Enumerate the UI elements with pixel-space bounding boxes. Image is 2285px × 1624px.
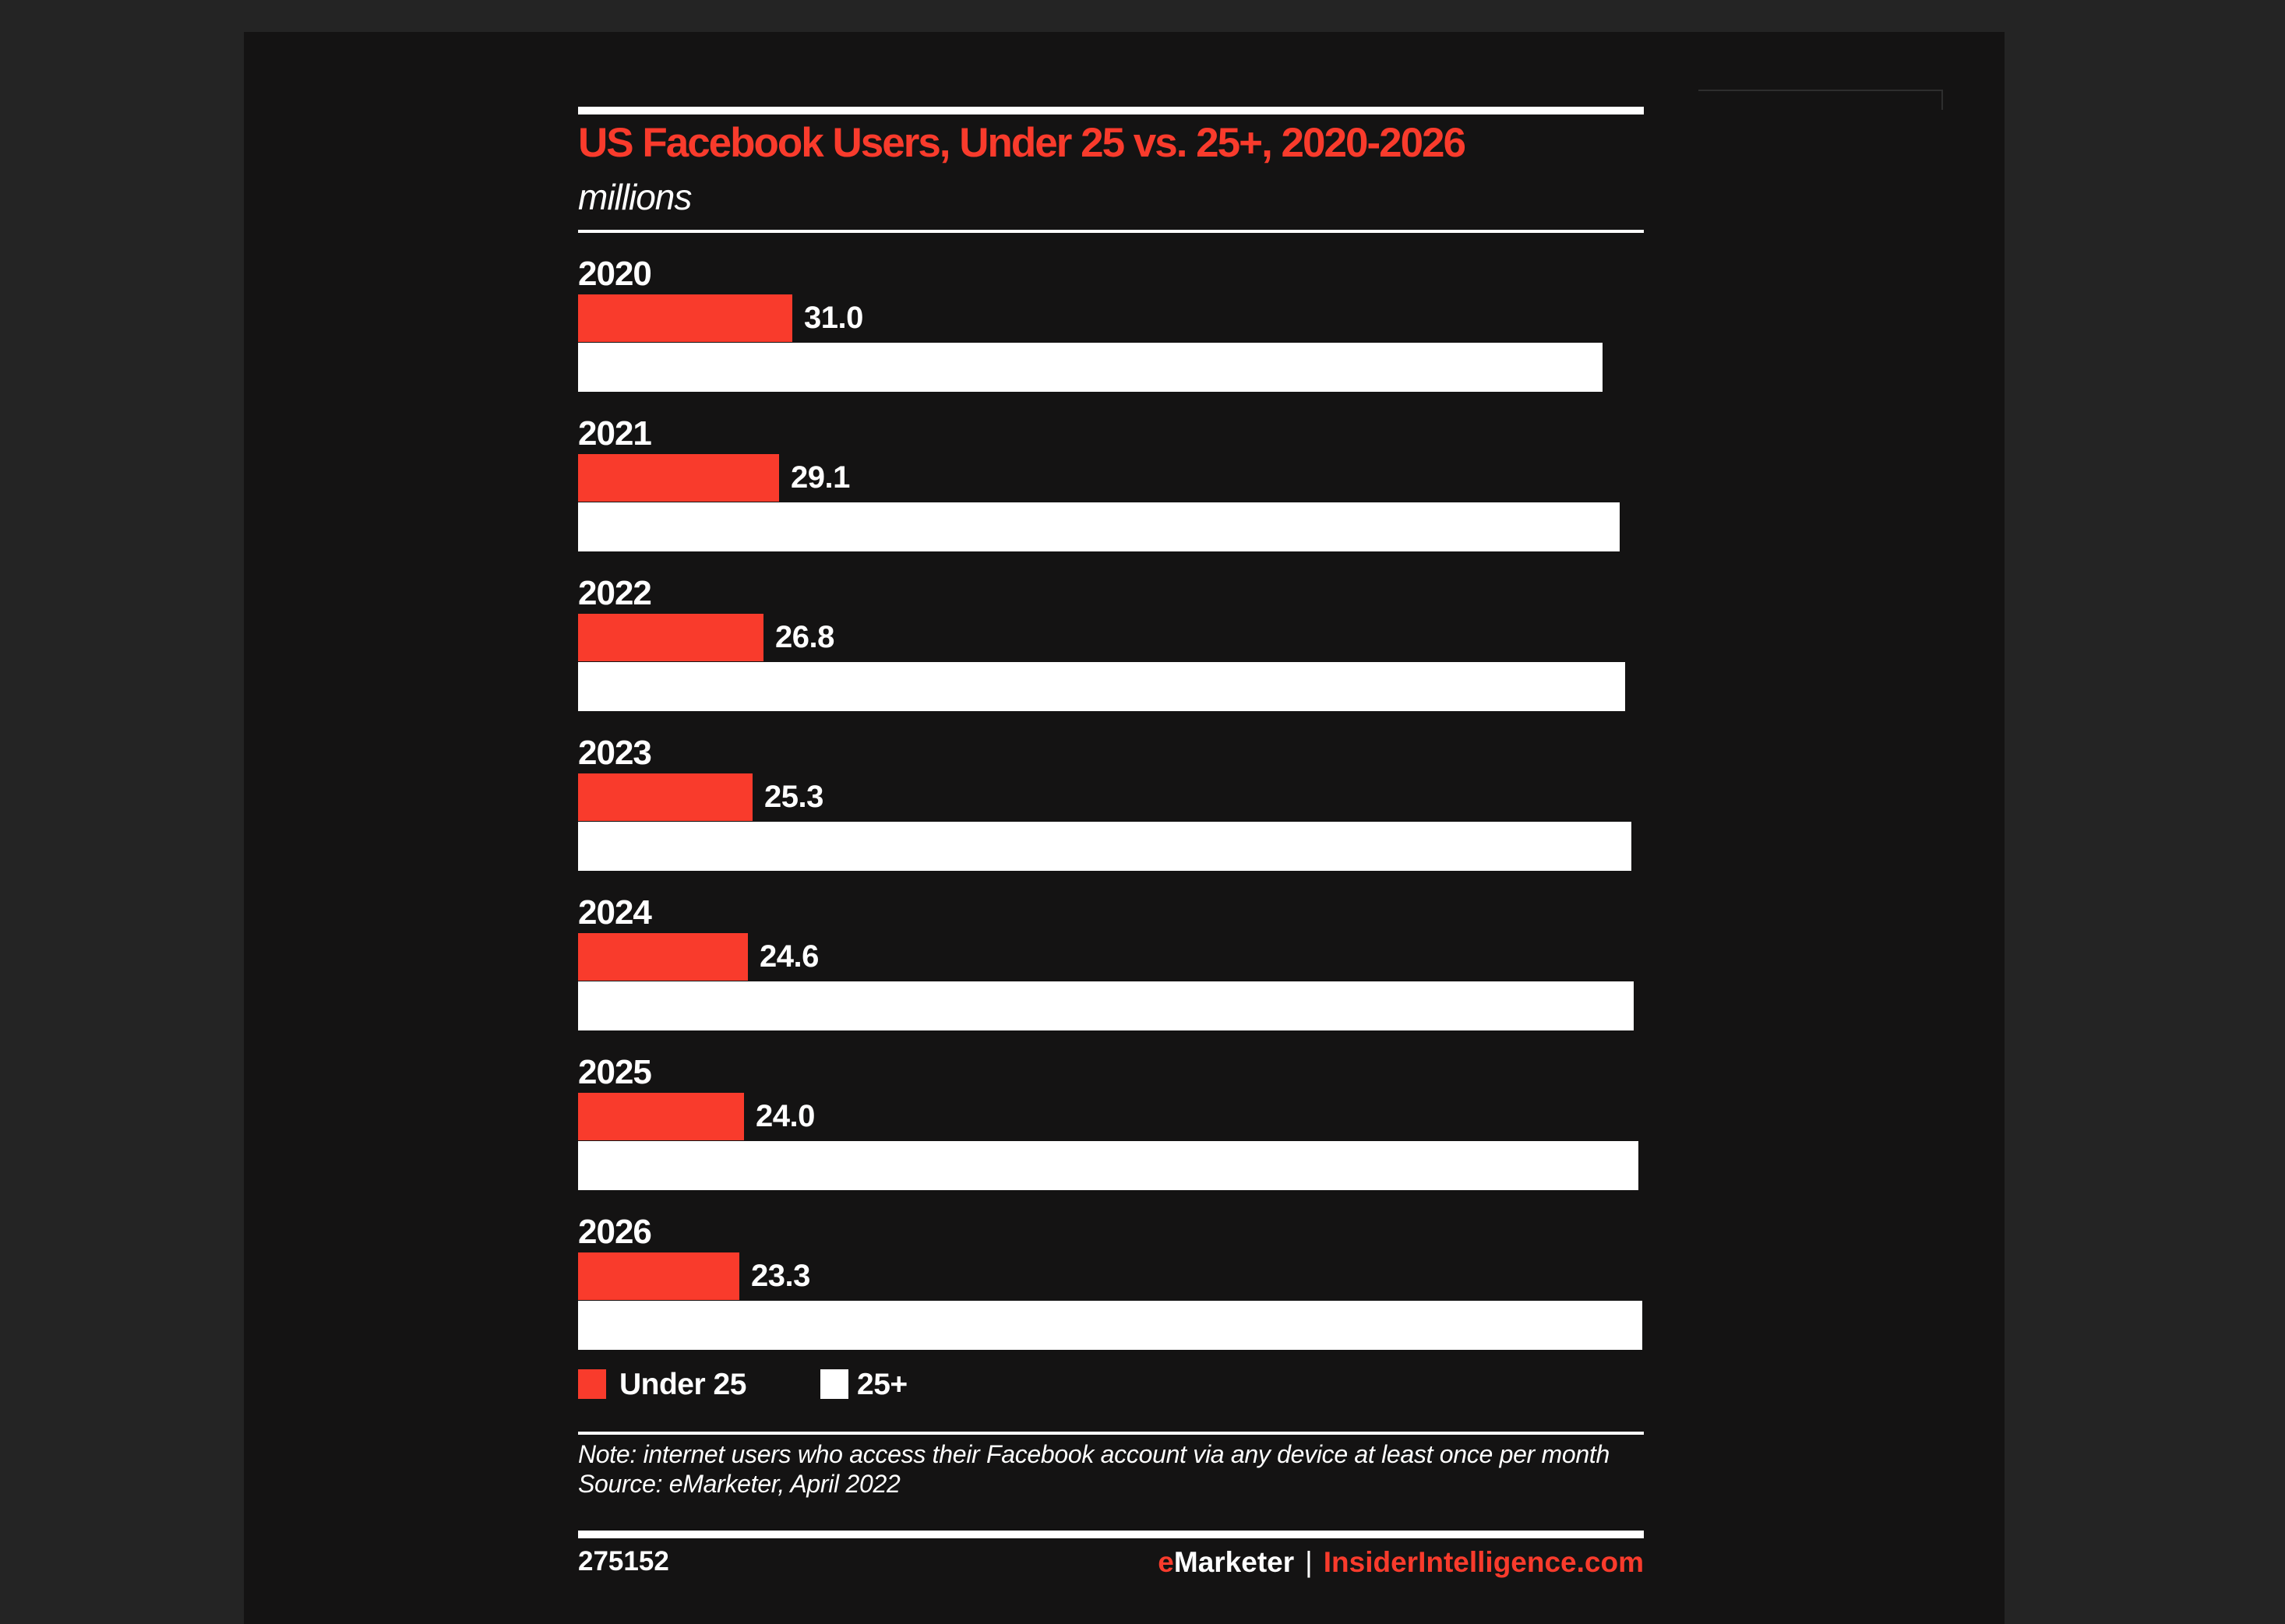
chart-notes: Note: internet users who access their Fa…	[578, 1439, 1644, 1499]
corner-outline-decoration	[1698, 90, 1943, 110]
brand-site-link[interactable]: InsiderIntelligence.com	[1323, 1546, 1644, 1578]
chart-id: 275152	[578, 1546, 669, 1576]
bar-under-25	[578, 933, 748, 981]
top-rule	[578, 107, 1644, 114]
chart-row-2022: 2022 26.8	[578, 576, 1644, 716]
year-label: 2022	[578, 574, 652, 612]
bar-25-plus	[578, 822, 1631, 871]
year-label: 2026	[578, 1213, 652, 1251]
bar-25-plus	[578, 343, 1603, 392]
chart-row-2023: 2023 25.3	[578, 735, 1644, 875]
legend-label-under-25: Under 25	[619, 1368, 746, 1401]
chart-legend: Under 25 25+	[578, 1369, 1644, 1402]
bar-under-25	[578, 454, 779, 502]
chart-unit-label: millions	[578, 177, 692, 217]
bar-value-label: 31.0	[804, 301, 863, 335]
legend-swatch-25-plus	[820, 1369, 848, 1399]
bar-value-label: 24.6	[760, 939, 819, 974]
bar-25-plus	[578, 1301, 1642, 1350]
chart-title: US Facebook Users, Under 25 vs. 25+, 202…	[578, 120, 1466, 166]
bar-under-25	[578, 614, 763, 661]
bar-25-plus	[578, 502, 1620, 551]
chart-row-2020: 2020 31.0	[578, 256, 1644, 396]
chart-row-2024: 2024 24.6	[578, 895, 1644, 1035]
brand-emarketer-rest: Marketer	[1173, 1546, 1295, 1578]
year-label: 2025	[578, 1053, 652, 1091]
bar-value-label: 24.0	[756, 1099, 815, 1133]
bar-value-label: 29.1	[791, 460, 850, 495]
bar-under-25	[578, 294, 792, 342]
legend-divider-rule	[578, 1432, 1644, 1435]
bar-under-25	[578, 1093, 744, 1140]
brand-footer: eMarketer | InsiderIntelligence.com	[1158, 1546, 1644, 1579]
source-text: Source: eMarketer, April 2022	[578, 1470, 901, 1498]
legend-label-25-plus: 25+	[857, 1368, 908, 1401]
title-divider-rule	[578, 230, 1644, 233]
bar-under-25	[578, 1252, 739, 1300]
footer-rule	[578, 1531, 1644, 1538]
note-text: Note: internet users who access their Fa…	[578, 1440, 1610, 1468]
chart-row-2025: 2025 24.0	[578, 1055, 1644, 1195]
year-label: 2020	[578, 255, 652, 293]
brand-divider: |	[1305, 1546, 1313, 1578]
bar-under-25	[578, 773, 753, 821]
bar-25-plus	[578, 981, 1634, 1030]
year-label: 2024	[578, 893, 652, 932]
year-label: 2021	[578, 414, 652, 453]
chart-row-2026: 2026 23.3	[578, 1214, 1644, 1355]
year-label: 2023	[578, 734, 652, 772]
bar-25-plus	[578, 1141, 1638, 1190]
bar-value-label: 23.3	[751, 1259, 810, 1293]
bar-value-label: 25.3	[764, 780, 823, 814]
chart-row-2021: 2021 29.1	[578, 416, 1644, 556]
bar-chart: US Facebook Users, Under 25 vs. 25+, 202…	[578, 0, 1644, 1624]
legend-swatch-under-25	[578, 1369, 606, 1399]
bar-25-plus	[578, 662, 1625, 711]
brand-emarketer-e: e	[1158, 1546, 1174, 1578]
bar-value-label: 26.8	[775, 620, 834, 654]
